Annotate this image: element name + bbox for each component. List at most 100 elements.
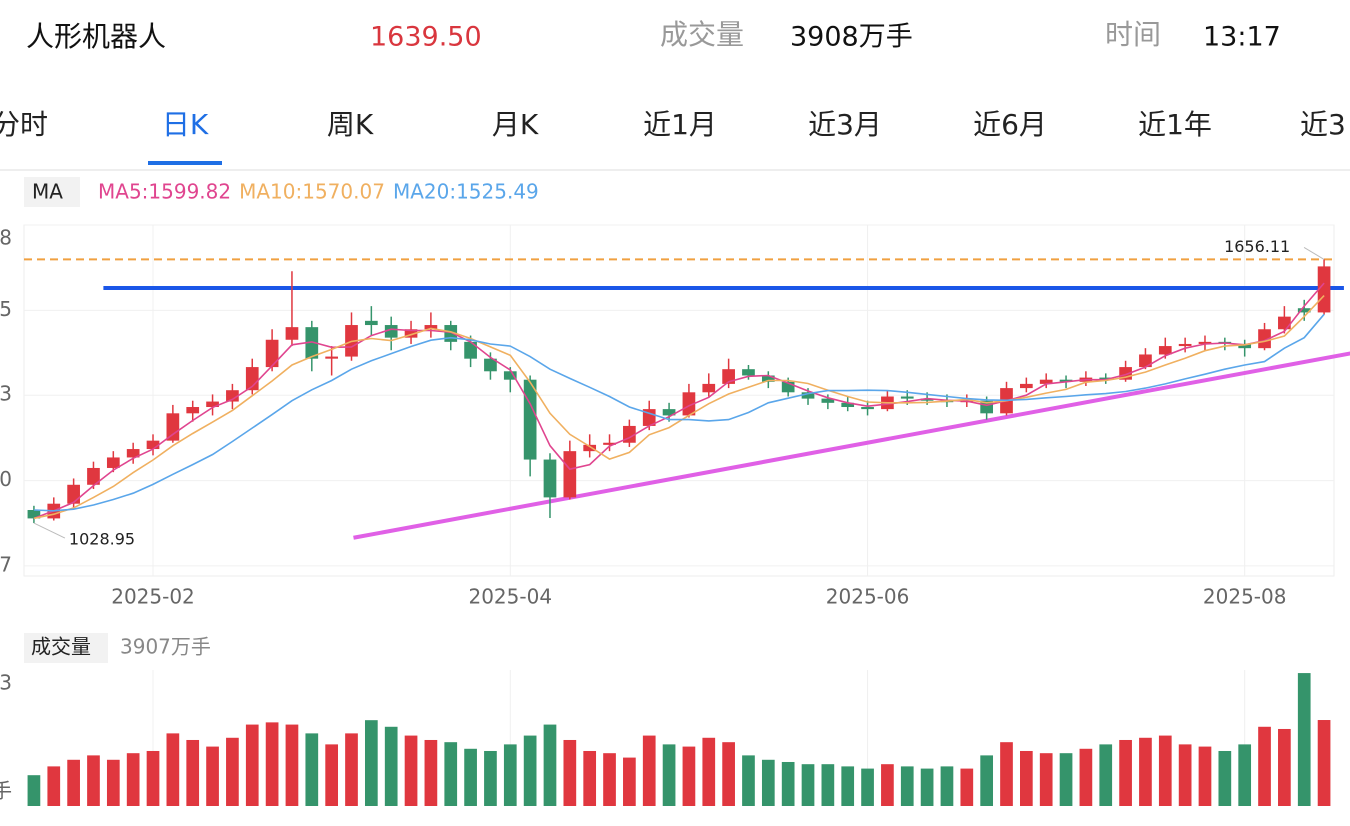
volume-bar <box>87 755 100 806</box>
volume-bar <box>285 724 299 806</box>
candle-body <box>801 392 815 399</box>
candle-body <box>1198 341 1212 344</box>
volume-unit: 万手 <box>0 779 12 803</box>
volume-bar <box>265 722 279 806</box>
tab[interactable]: 近6月 <box>973 108 1047 141</box>
candle-body <box>1258 329 1271 349</box>
candle-body <box>424 325 438 330</box>
volume-bar <box>1317 720 1331 806</box>
candle-body <box>563 451 577 498</box>
candle-body <box>146 440 160 450</box>
volume-bar <box>543 724 557 806</box>
volume-bar <box>305 733 319 806</box>
volume-bar <box>702 737 716 806</box>
candle-body <box>186 407 200 414</box>
legend-entry: MA20:1525.49 <box>393 180 539 204</box>
tab[interactable]: 周K <box>327 108 374 141</box>
candle-body <box>821 398 835 403</box>
candle-body <box>1039 379 1053 384</box>
candle-body <box>206 401 219 408</box>
volume-bar <box>1258 726 1271 806</box>
y-tick-label: 1130 <box>0 467 12 491</box>
volume-title: 成交量 <box>31 635 91 659</box>
volume-bar <box>960 768 974 806</box>
volume-bar <box>801 764 815 806</box>
candle-body <box>920 398 934 401</box>
y-tick-label: 1738 <box>0 226 12 250</box>
candle-body <box>523 379 537 460</box>
volume-bar <box>1198 746 1212 806</box>
volume-label: 成交量 <box>660 18 744 51</box>
x-tick-label: 2025-06 <box>826 585 910 609</box>
tab[interactable]: 近1月 <box>643 108 717 141</box>
volume-bar <box>821 764 835 806</box>
volume-bar <box>186 739 200 806</box>
tab[interactable]: 近3 <box>1300 108 1346 141</box>
volume-bar <box>603 753 616 806</box>
volume-bar <box>1039 753 1053 806</box>
time-label: 时间 <box>1105 18 1161 51</box>
volume-bar <box>47 766 61 806</box>
candle-body <box>742 369 755 376</box>
volume-bar <box>226 737 239 806</box>
volume-bar <box>146 750 160 806</box>
candle-body <box>662 409 676 416</box>
candle-body <box>1278 316 1291 330</box>
candle-body <box>543 459 557 498</box>
volume-bar <box>166 733 180 806</box>
candle-body <box>1019 383 1033 389</box>
candle-body <box>325 356 339 359</box>
volume-bar <box>464 748 477 806</box>
candle-body <box>87 467 100 485</box>
tab[interactable]: 日K <box>162 108 209 141</box>
ma-line <box>33 313 1325 512</box>
volume-bar <box>345 733 358 806</box>
volume-bar <box>1297 673 1311 806</box>
time: 13:17 <box>1203 22 1281 53</box>
volume-bar <box>1178 744 1192 806</box>
volume-bar <box>1099 744 1113 806</box>
volume-bar <box>484 750 497 806</box>
volume-bar <box>1019 750 1033 806</box>
candle-body <box>583 444 597 452</box>
candle-body <box>106 457 120 468</box>
volume-bar <box>682 746 696 806</box>
volume-bar <box>1278 728 1291 806</box>
candle-body <box>503 371 517 380</box>
x-tick-label: 2025-04 <box>468 585 552 609</box>
volume-bar <box>523 735 537 806</box>
volume-bar <box>920 768 934 806</box>
volume-bar <box>384 726 398 806</box>
tab[interactable]: 月K <box>492 108 539 141</box>
tab[interactable]: 近3月 <box>808 108 882 141</box>
volume-bar <box>563 739 577 806</box>
ma-box <box>24 177 80 207</box>
candle-body <box>642 409 656 426</box>
candle-body <box>1297 308 1311 313</box>
candle-body <box>702 383 716 393</box>
candle-body <box>464 341 477 359</box>
annotation: 1656.11 <box>1224 237 1290 256</box>
candle-body <box>682 392 696 416</box>
ma-line <box>33 295 1325 520</box>
candle-body <box>1178 343 1192 347</box>
volume-bar <box>761 759 775 806</box>
annotation: 1028.95 <box>69 530 135 549</box>
volume-bar <box>583 750 597 806</box>
tab[interactable]: 近1年 <box>1138 108 1212 141</box>
legend-title: MA <box>32 180 63 204</box>
y-tick-label: 927 <box>0 552 12 576</box>
volume-bar <box>1119 739 1132 806</box>
volume-bar <box>1218 750 1232 806</box>
tab-underline <box>148 161 222 165</box>
volume-bar <box>325 744 339 806</box>
candle-body <box>1139 354 1152 368</box>
tab[interactable]: 分时 <box>0 108 48 141</box>
volume-bar <box>106 759 120 806</box>
candle-body <box>285 327 299 340</box>
candle-body <box>1317 266 1331 313</box>
volume-subtitle: 3907万手 <box>120 635 211 659</box>
volume-bar <box>900 766 914 806</box>
